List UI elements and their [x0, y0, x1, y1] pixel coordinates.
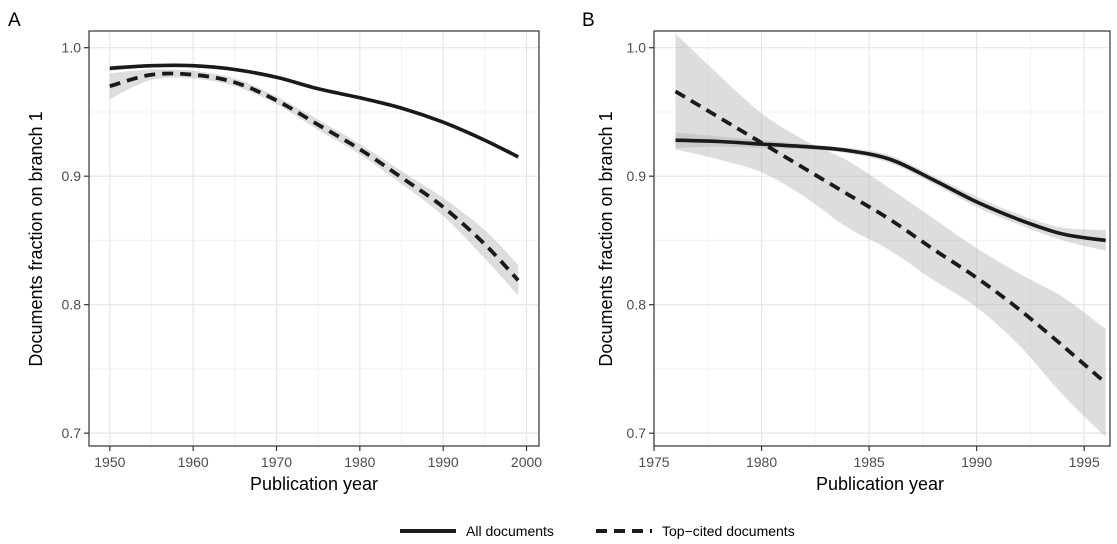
panel-b-y-ticks: 0.7 0.8 0.9 1.0 — [627, 40, 654, 441]
panel-a-x-tick-label: 2000 — [511, 454, 542, 470]
legend-label-top-cited-documents: Top−cited documents — [662, 523, 795, 539]
panel-b-line-top-cited-documents — [674, 89, 1107, 385]
panel-a-line-all-documents — [109, 63, 520, 159]
panel-a-y-tick-label: 1.0 — [62, 40, 82, 56]
panel-b-ribbon-all-documents — [675, 132, 1106, 251]
panel-letter-a: A — [8, 10, 21, 31]
panel-a-x-tick-label: 1970 — [261, 454, 292, 470]
panel-b-ribbons — [675, 33, 1106, 437]
legend-label-all-documents: All documents — [466, 523, 554, 539]
panel-b-x-axis-title: Publication year — [816, 474, 944, 494]
panel-a-grid — [89, 31, 539, 446]
legend: All documents Top−cited documents — [400, 523, 795, 539]
panel-a-y-tick-label: 0.9 — [62, 168, 82, 184]
panel-a-background — [89, 31, 539, 446]
panel-b-y-tick-label: 0.7 — [627, 425, 647, 441]
panel-a-y-axis-title: Documents fraction on branch 1 — [26, 111, 46, 366]
panel-b-x-tick-label: 1980 — [746, 454, 777, 470]
panel-a-y-tick-label: 0.8 — [62, 297, 82, 313]
panel-a-x-ticks: 1950 1960 1970 1980 1990 2000 — [94, 446, 542, 470]
panel-b-x-ticks: 1975 1980 1985 1990 1995 — [638, 446, 1100, 470]
panel-a-y-ticks: 0.7 0.8 0.9 1.0 — [62, 40, 89, 441]
panel-b-x-tick-label: 1985 — [854, 454, 885, 470]
panel-b-y-axis-title: Documents fraction on branch 1 — [596, 111, 616, 366]
panel-b-y-tick-label: 0.8 — [627, 297, 647, 313]
panel-b-border — [653, 30, 1111, 447]
panel-b-ribbon-top-cited-documents — [675, 33, 1106, 437]
panel-b-x-tick-label: 1995 — [1069, 454, 1100, 470]
panel-b-grid — [653, 31, 1110, 446]
panel-b-background — [654, 31, 1110, 446]
panel-a-x-tick-label: 1990 — [428, 454, 459, 470]
panel-a-x-tick-label: 1950 — [94, 454, 125, 470]
panel-a-line-top-cited-documents — [109, 71, 520, 282]
panel-b-y-tick-label: 1.0 — [627, 40, 647, 56]
panel-b: B 1975 1980 1985 1990 1995 0.7 0.8 0.9 1.0 Publ… — [582, 10, 1111, 494]
panel-letter-b: B — [582, 10, 595, 31]
panel-b-y-tick-label: 0.9 — [627, 168, 647, 184]
panel-b-x-tick-label: 1975 — [638, 454, 669, 470]
panel-a-lines — [109, 63, 520, 282]
panel-a-y-tick-label: 0.7 — [62, 425, 82, 441]
panel-b-x-tick-label: 1990 — [961, 454, 992, 470]
panel-a-x-tick-label: 1960 — [178, 454, 209, 470]
panel-a-x-tick-label: 1980 — [344, 454, 375, 470]
panel-a-x-axis-title: Publication year — [250, 474, 378, 494]
panel-a-border — [88, 30, 540, 447]
panel-b-line-all-documents — [675, 138, 1106, 243]
panel-a: A 1950 1960 1970 1980 1990 2000 0.70.80.91.0 … — [8, 10, 542, 494]
panel-b-lines — [674, 89, 1107, 385]
